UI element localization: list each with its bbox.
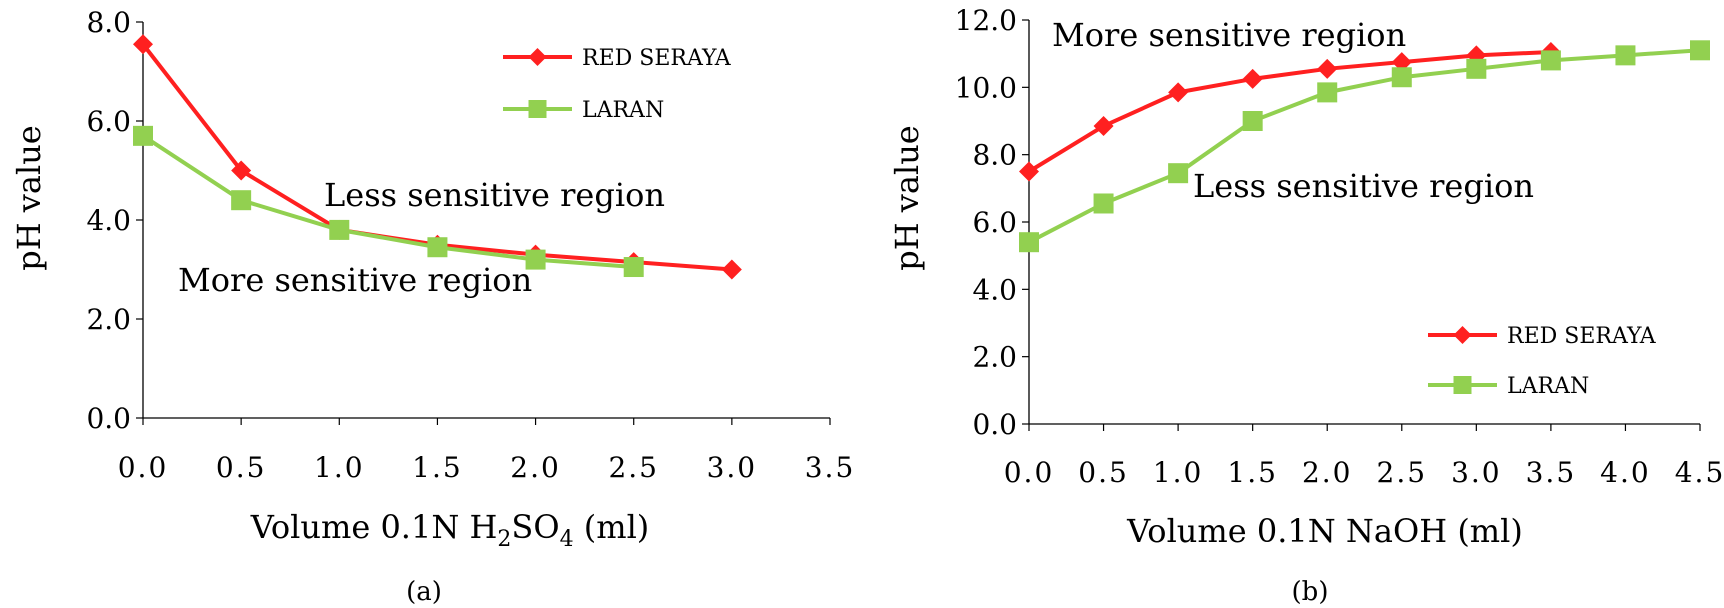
chart-b-series — [1019, 40, 1710, 253]
x-tick-label: 0.5 — [216, 451, 267, 484]
legend-marker-laran — [528, 100, 547, 118]
x-tick-label: 0.0 — [118, 451, 169, 484]
x-tick-label: 1.0 — [314, 451, 365, 484]
x-tick-label: 4.5 — [1675, 456, 1724, 489]
data-point-laran — [427, 237, 448, 258]
y-axis-label-b: pH value — [888, 125, 926, 271]
y-tick-label: 2.0 — [972, 341, 1017, 374]
y-tick-label: 2.0 — [86, 303, 131, 336]
y-tick-label: 10.0 — [955, 71, 1017, 104]
data-point-laran — [1391, 67, 1412, 88]
series-line-red-seraya — [1027, 49, 1551, 174]
chart-a-axes: 0.0 2.0 4.0 6.0 8.0 0.0 0.5 1.0 1.5 2.0 2.5 3.0 3.5 — [86, 6, 856, 484]
data-point-red-seraya — [231, 160, 252, 181]
legend-a: RED SERAYA LARAN — [503, 46, 732, 123]
data-point-red-seraya — [1093, 116, 1114, 137]
legend-marker-laran — [1453, 376, 1472, 394]
legend-b: RED SERAYA LARAN — [1428, 324, 1657, 399]
data-point-red-seraya — [1391, 52, 1412, 73]
y-axis-label-a: pH value — [10, 125, 48, 271]
data-point-laran — [231, 190, 252, 211]
data-point-laran — [1168, 163, 1189, 184]
annotation-less-sensitive-b: Less sensitive region — [1193, 167, 1534, 205]
data-point-red-seraya — [1317, 58, 1338, 79]
x-tick-label: 2.5 — [1377, 456, 1428, 489]
x-tick-label: 1.0 — [1153, 456, 1204, 489]
series-line-laran — [1028, 48, 1701, 244]
annotation-more-sensitive-a: More sensitive region — [178, 261, 532, 299]
legend-marker-red-seraya — [1453, 326, 1472, 344]
data-point-laran — [1690, 40, 1710, 61]
x-tick-label: 0.5 — [1078, 456, 1129, 489]
y-tick-label: 4.0 — [86, 204, 131, 237]
x-axis-label-a: Volume 0.1N H2SO4 (ml) — [250, 508, 650, 552]
data-point-laran — [1615, 45, 1636, 66]
series-line-laran — [141, 134, 634, 270]
data-point-red-seraya — [1019, 161, 1039, 182]
x-tick-label: 1.5 — [412, 451, 463, 484]
legend-marker-red-seraya — [528, 48, 547, 66]
chart-panel-b: 0.0 2.0 4.0 6.0 8.0 10.0 12.0 0.0 0.5 1.0 1.5 2.0 2.… — [888, 4, 1724, 607]
data-point-laran — [133, 125, 153, 146]
x-tick-label: 3.5 — [1526, 456, 1577, 489]
y-tick-label: 4.0 — [972, 273, 1017, 306]
data-point-red-seraya — [133, 34, 153, 55]
data-point-laran — [1093, 193, 1114, 214]
data-point-red-seraya — [1168, 82, 1189, 103]
data-point-laran — [1466, 58, 1487, 79]
legend-label-laran: LARAN — [1507, 374, 1589, 399]
y-tick-label: 0.0 — [972, 408, 1017, 441]
data-point-red-seraya — [721, 259, 742, 280]
chart-b-axes: 0.0 2.0 4.0 6.0 8.0 10.0 12.0 0.0 0.5 1.0 1.5 2.0 2.… — [955, 4, 1724, 489]
caption-a: (a) — [406, 577, 442, 607]
annotation-more-sensitive-b: More sensitive region — [1052, 16, 1406, 54]
legend-label-laran: LARAN — [582, 98, 664, 123]
x-tick-label: 2.0 — [510, 451, 561, 484]
data-point-laran — [623, 257, 644, 278]
data-point-laran — [1019, 232, 1039, 253]
y-tick-label: 8.0 — [972, 139, 1017, 172]
caption-b: (b) — [1292, 577, 1329, 607]
data-point-laran — [1317, 82, 1338, 103]
annotation-less-sensitive-a: Less sensitive region — [324, 176, 665, 214]
y-tick-label: 0.0 — [86, 402, 131, 435]
legend-label-red-seraya: RED SERAYA — [582, 46, 732, 71]
data-point-laran — [1540, 50, 1561, 71]
x-tick-label: 3.5 — [805, 451, 856, 484]
x-axis-label-b: Volume 0.1N NaOH (ml) — [1126, 512, 1523, 550]
x-tick-label: 2.5 — [608, 451, 659, 484]
x-tick-label: 1.5 — [1227, 456, 1278, 489]
y-tick-label: 12.0 — [955, 4, 1017, 37]
chart-panel-a: 0.02.04.06.08.00.0 0.5 1.0 1.5 2.0 2.5 3.0 3.5 … — [10, 6, 856, 607]
data-point-laran — [1242, 111, 1263, 131]
y-tick-label: 6.0 — [972, 206, 1017, 239]
y-tick-label: 8.0 — [86, 6, 131, 39]
data-point-laran — [329, 219, 350, 240]
x-tick-label: 2.0 — [1302, 456, 1353, 489]
y-tick-label: 6.0 — [86, 105, 131, 138]
x-tick-label: 3.0 — [707, 451, 758, 484]
x-tick-label: 4.0 — [1600, 456, 1651, 489]
chart-a-series — [133, 34, 742, 280]
x-tick-label: 3.0 — [1451, 456, 1502, 489]
legend-label-red-seraya: RED SERAYA — [1507, 324, 1657, 349]
data-point-laran — [525, 249, 546, 270]
data-point-red-seraya — [1242, 68, 1263, 89]
x-tick-label: 0.0 — [1004, 456, 1055, 489]
